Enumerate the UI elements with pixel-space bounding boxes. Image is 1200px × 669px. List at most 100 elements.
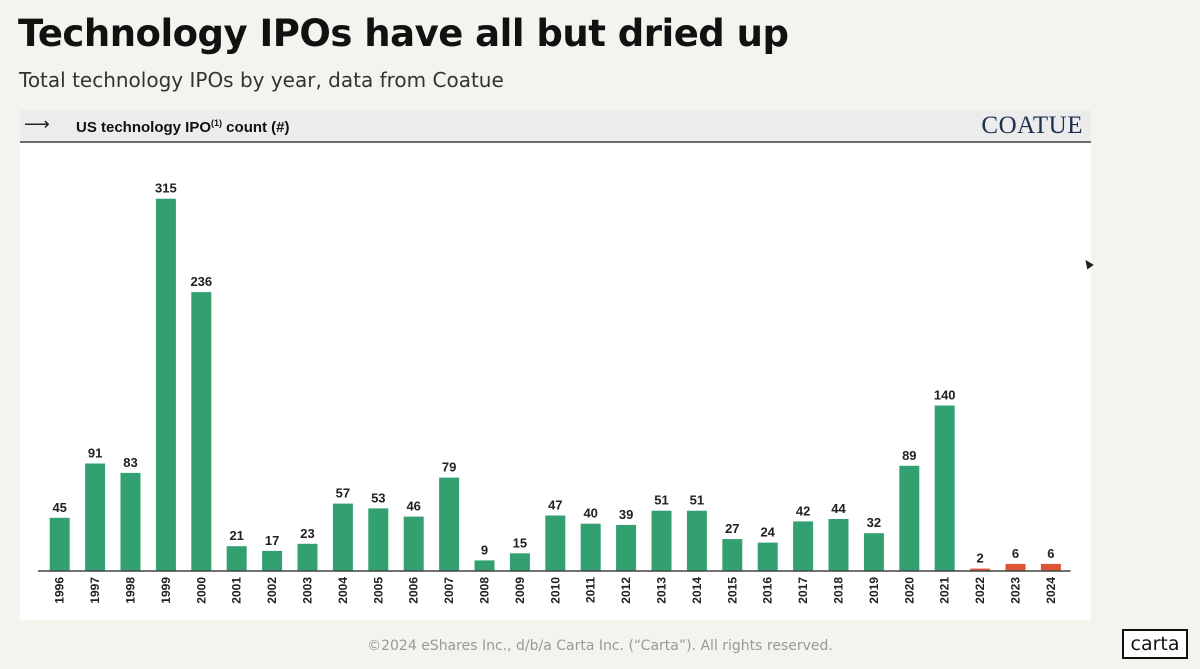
value-label-2009: 15 bbox=[513, 535, 527, 550]
value-label-2010: 47 bbox=[548, 498, 562, 513]
value-label-2021: 140 bbox=[934, 388, 956, 403]
value-label-2019: 32 bbox=[867, 515, 881, 530]
tick-label-2011: 2011 bbox=[584, 577, 598, 603]
value-label-2013: 51 bbox=[654, 493, 668, 508]
bar-1999 bbox=[155, 198, 176, 571]
bar-2016 bbox=[757, 542, 778, 571]
bar-1997 bbox=[85, 463, 106, 571]
value-label-2004: 57 bbox=[336, 486, 350, 501]
tick-label-2005: 2005 bbox=[371, 577, 385, 604]
bar-2014 bbox=[686, 510, 707, 571]
bar-2008 bbox=[474, 560, 495, 571]
bar-2002 bbox=[262, 550, 283, 571]
bar-2018 bbox=[828, 519, 849, 571]
long-arrow-right-icon: ⟶ bbox=[24, 114, 50, 134]
bar-2003 bbox=[297, 543, 318, 571]
value-label-2024: 6 bbox=[1047, 546, 1054, 561]
tick-label-2014: 2014 bbox=[690, 577, 704, 604]
bar-2004 bbox=[332, 503, 353, 571]
chart-title-suffix: count (#) bbox=[222, 119, 290, 136]
tick-label-1997: 1997 bbox=[88, 577, 102, 604]
value-label-2012: 39 bbox=[619, 507, 633, 522]
bar-2017 bbox=[793, 521, 814, 571]
chart-title-text: US technology IPO bbox=[76, 119, 212, 136]
bar-1996 bbox=[49, 517, 70, 571]
tick-label-2015: 2015 bbox=[725, 577, 739, 604]
tick-label-2001: 2001 bbox=[230, 577, 244, 604]
tick-label-2020: 2020 bbox=[902, 577, 916, 604]
value-label-2007: 79 bbox=[442, 460, 456, 475]
bar-2015 bbox=[722, 539, 743, 571]
bar-2001 bbox=[226, 546, 247, 571]
bar-2019 bbox=[863, 533, 884, 571]
chart-title-footnote: (1) bbox=[211, 118, 223, 128]
tick-label-2007: 2007 bbox=[442, 577, 456, 604]
value-label-2003: 23 bbox=[300, 526, 314, 541]
value-label-2006: 46 bbox=[406, 499, 420, 514]
value-label-2014: 51 bbox=[690, 493, 704, 508]
bar-2006 bbox=[403, 516, 424, 571]
tick-label-2019: 2019 bbox=[867, 577, 881, 604]
tick-label-1996: 1996 bbox=[53, 577, 67, 604]
bar-2022 bbox=[970, 568, 991, 571]
chart-panel: ⟶ US technology IPO(1) count (#) COATUE … bbox=[20, 110, 1091, 620]
bar-1998 bbox=[120, 472, 141, 571]
tick-label-2004: 2004 bbox=[336, 577, 350, 604]
value-label-1996: 45 bbox=[52, 500, 66, 515]
coatue-logo: COATUE bbox=[981, 112, 1083, 139]
bar-2005 bbox=[368, 508, 389, 571]
carta-logo: carta bbox=[1122, 629, 1188, 659]
bar-2021 bbox=[934, 405, 955, 571]
bar-2009 bbox=[509, 553, 530, 571]
tick-label-2009: 2009 bbox=[513, 577, 527, 604]
chart-header: ⟶ US technology IPO(1) count (#) COATUE bbox=[20, 110, 1091, 143]
tick-label-2017: 2017 bbox=[796, 577, 810, 604]
value-label-1997: 91 bbox=[88, 446, 102, 461]
value-label-1998: 83 bbox=[123, 455, 137, 470]
tick-label-2018: 2018 bbox=[832, 577, 846, 604]
tick-label-2006: 2006 bbox=[407, 577, 421, 604]
ipo-bar-chart: 4519969119978319983151999236200021200117… bbox=[38, 181, 1071, 604]
bar-2000 bbox=[191, 292, 212, 571]
tick-label-2003: 2003 bbox=[301, 577, 315, 604]
value-label-2008: 9 bbox=[481, 542, 488, 557]
value-label-2020: 89 bbox=[902, 448, 916, 463]
copyright-footer: ©2024 eShares Inc., d/b/a Carta Inc. (“C… bbox=[367, 638, 833, 654]
value-label-2017: 42 bbox=[796, 503, 810, 518]
value-label-2011: 40 bbox=[583, 506, 597, 521]
value-label-2001: 21 bbox=[229, 528, 243, 543]
tick-label-2016: 2016 bbox=[761, 577, 775, 604]
tick-label-2008: 2008 bbox=[478, 577, 492, 604]
value-label-2018: 44 bbox=[831, 501, 846, 516]
bar-2010 bbox=[545, 515, 566, 571]
value-label-2023: 6 bbox=[1012, 546, 1019, 561]
value-label-2005: 53 bbox=[371, 490, 385, 505]
bar-2020 bbox=[899, 465, 920, 571]
chart-title: US technology IPO(1) count (#) bbox=[76, 118, 290, 136]
tick-label-2021: 2021 bbox=[938, 577, 952, 604]
value-label-2000: 236 bbox=[190, 274, 212, 289]
tick-label-1998: 1998 bbox=[124, 577, 138, 604]
bar-2013 bbox=[651, 510, 672, 571]
tick-label-2024: 2024 bbox=[1044, 577, 1058, 604]
value-label-2002: 17 bbox=[265, 533, 279, 548]
bar-2011 bbox=[580, 523, 601, 571]
tick-label-2012: 2012 bbox=[619, 577, 633, 604]
value-label-2022: 2 bbox=[976, 551, 983, 566]
tick-label-2022: 2022 bbox=[973, 577, 987, 604]
value-label-2016: 24 bbox=[760, 525, 775, 540]
tick-label-2000: 2000 bbox=[194, 577, 208, 604]
bar-2023 bbox=[1005, 563, 1026, 571]
value-label-1999: 315 bbox=[155, 181, 177, 196]
page-subtitle: Total technology IPOs by year, data from… bbox=[19, 68, 504, 92]
tick-label-2010: 2010 bbox=[548, 577, 562, 604]
page-title: Technology IPOs have all but dried up bbox=[18, 12, 789, 55]
tick-label-2013: 2013 bbox=[655, 577, 669, 604]
tick-label-2002: 2002 bbox=[265, 577, 279, 604]
bar-2024 bbox=[1040, 563, 1061, 571]
bar-2007 bbox=[439, 477, 460, 571]
tick-label-2023: 2023 bbox=[1009, 577, 1023, 604]
bar-2012 bbox=[616, 524, 637, 571]
tick-label-1999: 1999 bbox=[159, 577, 173, 604]
value-label-2015: 27 bbox=[725, 521, 739, 536]
